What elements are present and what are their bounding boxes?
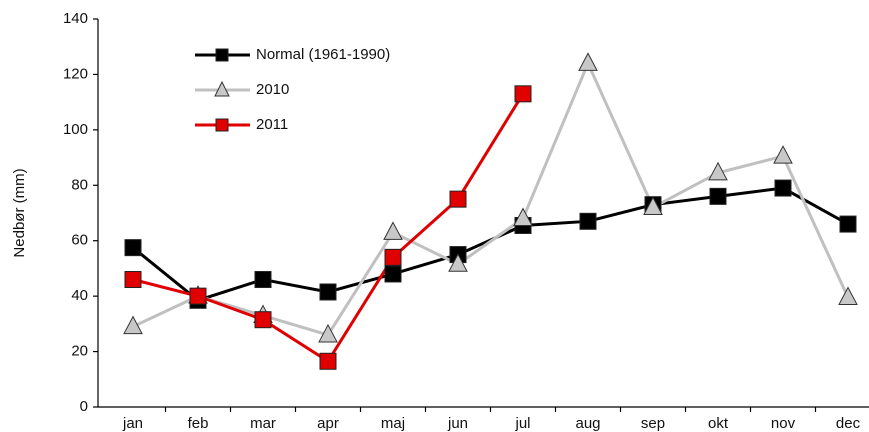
data-point — [579, 212, 597, 230]
data-point — [383, 221, 403, 240]
x-tick-label: maj — [381, 415, 405, 432]
legend-label: Normal (1961-1990) — [256, 46, 390, 63]
data-point — [124, 271, 142, 289]
legend-label: 2011 — [256, 116, 288, 133]
y-tick-label: 60 — [71, 232, 88, 249]
data-point — [124, 239, 142, 257]
x-tick-label: sep — [641, 415, 665, 432]
y-tick-label: 120 — [63, 65, 88, 82]
data-point — [254, 311, 272, 329]
x-tick-label: jan — [122, 415, 143, 432]
data-point — [123, 315, 143, 335]
data-point — [838, 286, 858, 306]
legend-label: 2010 — [256, 81, 289, 98]
x-tick-label: mar — [250, 415, 276, 432]
y-tick-label: 40 — [71, 287, 88, 304]
series-line — [132, 59, 850, 337]
y-axis-label: Nedbør (mm) — [11, 168, 28, 257]
x-tick-label: okt — [708, 415, 729, 432]
x-tick-label: feb — [188, 415, 209, 432]
legend-marker — [215, 48, 229, 62]
data-point — [449, 190, 467, 208]
data-point — [773, 145, 793, 164]
y-tick-label: 100 — [63, 121, 88, 138]
x-tick-label: jun — [447, 415, 468, 432]
data-point — [643, 196, 663, 215]
y-tick-label: 20 — [71, 343, 88, 360]
data-point — [514, 85, 532, 103]
data-point — [839, 215, 857, 233]
data-point — [318, 323, 338, 343]
data-point — [254, 271, 272, 289]
data-point — [448, 253, 468, 272]
data-point — [513, 207, 533, 227]
data-point — [319, 352, 337, 370]
x-tick-label: apr — [317, 415, 339, 432]
y-tick-label: 0 — [80, 398, 88, 415]
x-tick-label: dec — [836, 415, 861, 432]
y-tick-label: 140 — [63, 10, 88, 27]
data-point — [384, 248, 402, 266]
legend-marker — [215, 118, 229, 132]
legend-marker — [214, 80, 230, 97]
data-point — [708, 161, 728, 181]
series-line — [132, 186, 849, 302]
data-point — [319, 283, 337, 301]
data-point — [774, 179, 792, 197]
y-tick-label: 80 — [71, 176, 88, 193]
x-tick-label: nov — [771, 415, 796, 432]
data-point — [384, 265, 402, 283]
x-tick-label: jul — [514, 415, 530, 432]
data-point — [578, 52, 598, 71]
series-line — [132, 93, 525, 364]
data-point — [709, 187, 727, 205]
data-point — [189, 287, 207, 305]
x-tick-label: aug — [575, 415, 600, 432]
